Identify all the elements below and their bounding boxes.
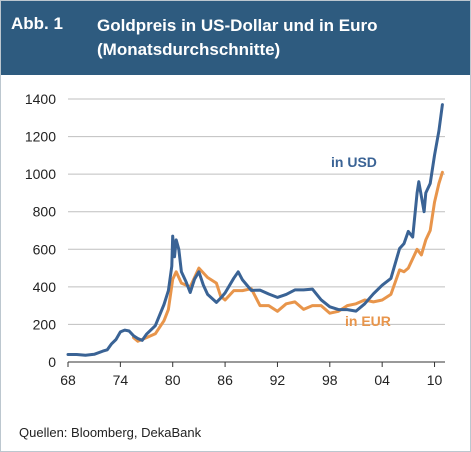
y-tick-label: 1400 [25,91,56,107]
grid-layer [68,98,445,325]
gold-price-chart: 0 200 400 600 800 1000 1200 1400 68 74 80 86 92 98 04 1… [25,91,445,388]
figure-header: Abb. 1 Goldpreis in US-Dollar und in Eur… [1,1,470,75]
chart-area: 0 200 400 600 800 1000 1200 1400 68 74 80 86 92 98 04 1… [13,77,463,407]
x-tick-label: 92 [270,372,286,388]
axis-layer: 0 200 400 600 800 1000 1200 1400 68 74 80 86 92 98 04 1… [25,91,445,388]
x-tick-label: 74 [113,372,129,388]
x-tick-label: 98 [322,372,338,388]
y-tick-label: 800 [33,204,57,220]
usd-series-line [66,103,444,357]
eur-series-label: in EUR [345,313,391,329]
x-tick-label: 68 [60,372,76,388]
x-tick-label: 86 [217,372,233,388]
series-layer [66,103,444,357]
x-tick-label: 04 [374,372,390,388]
usd-series-label: in USD [331,154,377,170]
y-tick-label: 1200 [25,129,56,145]
y-tick-label: 200 [33,316,57,332]
x-tick-label: 10 [427,372,443,388]
title-line-2: (Monatsdurchschnitte) [97,40,281,59]
source-note: Quellen: Bloomberg, DekaBank [19,425,202,440]
x-tick-label: 80 [165,372,181,388]
y-tick-label: 400 [33,279,57,295]
figure-number: Abb. 1 [11,14,63,33]
y-tick-label: 600 [33,241,57,257]
y-tick-label: 0 [48,354,56,370]
title-line-1: Goldpreis in US-Dollar und in Euro [97,16,378,35]
eur-series-line [132,170,444,343]
annotation-layer: in USD in EUR [331,154,391,329]
y-tick-label: 1000 [25,166,56,182]
figure-title: Goldpreis in US-Dollar und in Euro (Mona… [97,14,457,62]
